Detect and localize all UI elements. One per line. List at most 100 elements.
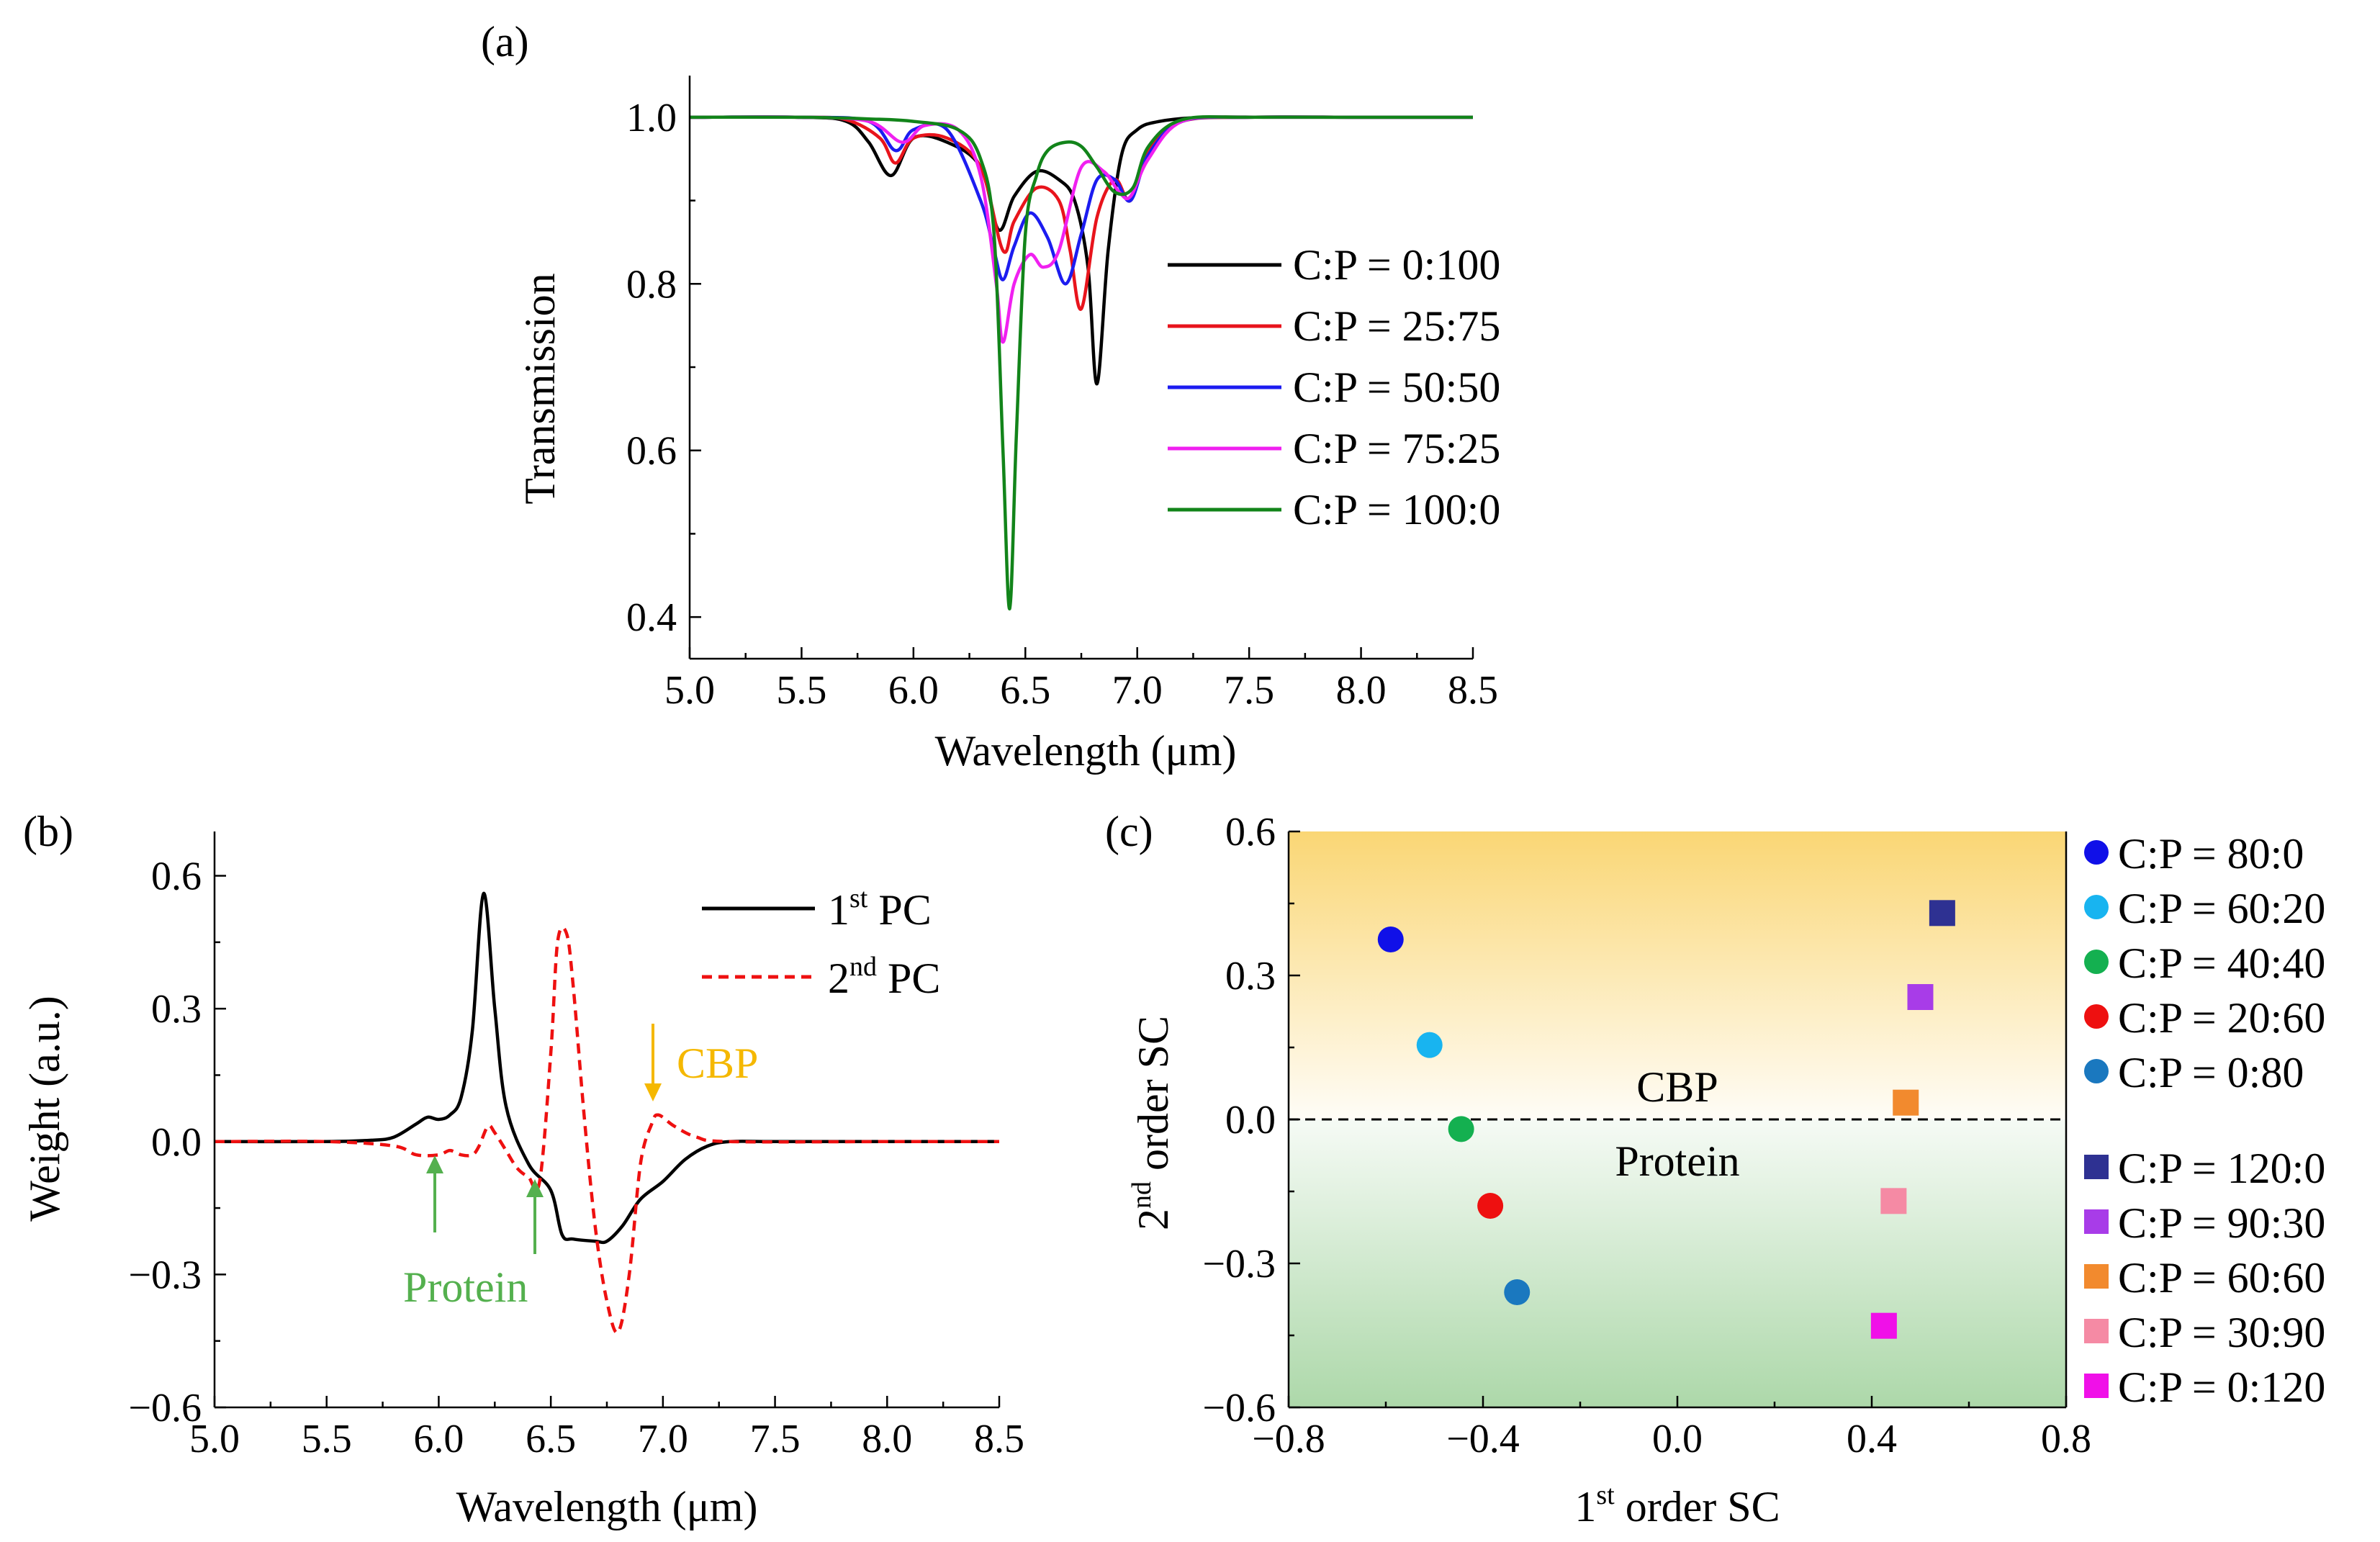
y-tick-label: 0.3 <box>1225 954 1276 998</box>
x-tick-label: 8.0 <box>1336 668 1387 713</box>
cbp-annotation: CBP <box>644 1024 758 1101</box>
y-tick-label: 1.0 <box>626 96 677 140</box>
scatter-point <box>1448 1116 1474 1142</box>
x-tick-label: −0.4 <box>1446 1417 1520 1461</box>
legend-marker <box>2084 1264 2109 1289</box>
scatter-point <box>1477 1193 1504 1219</box>
panel-b-ylabel: Weight (a.u.) <box>21 996 68 1221</box>
protein-label: Protein <box>403 1263 528 1311</box>
x-tick-label: 7.0 <box>638 1417 688 1461</box>
y-tick-label: −0.3 <box>1202 1242 1276 1286</box>
protein-region <box>1289 1119 2066 1407</box>
y-tick-label: 0.6 <box>1225 810 1276 855</box>
cbp-region <box>1289 831 2066 1119</box>
legend-label: C:P = 25:75 <box>1293 302 1500 350</box>
legend-marker <box>2084 895 2109 919</box>
x-tick-label: 5.5 <box>302 1417 352 1461</box>
scatter-point <box>1416 1032 1443 1058</box>
pc-line-1 <box>215 891 999 1245</box>
cbp-label: CBP <box>677 1040 758 1087</box>
y-tick-label: −0.6 <box>1202 1386 1276 1430</box>
legend-label: C:P = 30:90 <box>2118 1309 2325 1356</box>
x-tick-label: 6.0 <box>888 668 939 713</box>
legend-label: C:P = 120:0 <box>2118 1145 2325 1192</box>
panel-a-ylabel: Transmission <box>516 273 564 504</box>
scatter-point <box>1377 926 1404 952</box>
legend-marker <box>2084 1319 2109 1343</box>
y-tick-label: 0.3 <box>151 987 202 1032</box>
y-tick-label: 0.6 <box>151 855 202 899</box>
y-tick-label: −0.6 <box>128 1386 202 1430</box>
legend-marker <box>2084 1155 2109 1179</box>
legend-marker <box>2084 1374 2109 1398</box>
panel-b: (b) Weight (a.u.) Wavelength (μm) 5.0 5.5… <box>21 808 1024 1530</box>
scatter-point <box>1870 1312 1897 1339</box>
legend-label: C:P = 20:60 <box>2118 994 2325 1042</box>
scatter-point <box>1907 984 1934 1010</box>
legend-label: C:P = 0:80 <box>2118 1049 2304 1096</box>
scatter-point <box>1929 900 1955 926</box>
scatter-point <box>1880 1188 1907 1214</box>
y-tick-label: 0.0 <box>151 1120 202 1165</box>
panel-b-legend: 1st PC 2nd PC <box>702 883 940 1002</box>
x-tick-label: 6.5 <box>1000 668 1050 713</box>
legend-label: 2nd PC <box>828 952 940 1002</box>
x-tick-label: 0.0 <box>1652 1417 1703 1461</box>
x-tick-label: 8.5 <box>1448 668 1498 713</box>
x-tick-label: 5.0 <box>189 1417 240 1461</box>
pc-line-2 <box>215 926 999 1335</box>
y-tick-label: 0.6 <box>626 429 677 474</box>
legend-label: C:P = 80:0 <box>2118 830 2304 878</box>
scatter-point <box>1893 1089 1919 1116</box>
legend-label: C:P = 0:100 <box>1293 241 1500 289</box>
panel-b-label: (b) <box>23 808 73 855</box>
legend-marker <box>2084 840 2109 865</box>
x-tick-label: −0.8 <box>1252 1417 1325 1461</box>
x-tick-label: 7.5 <box>750 1417 801 1461</box>
x-tick-label: 7.5 <box>1224 668 1274 713</box>
panel-c-label: (c) <box>1105 808 1153 855</box>
x-tick-label: 7.0 <box>1112 668 1163 713</box>
panel-a-xlabel: Wavelength (μm) <box>935 727 1237 775</box>
legend-label: C:P = 50:50 <box>1293 364 1500 411</box>
legend-marker <box>2084 950 2109 974</box>
x-tick-label: 8.0 <box>862 1417 912 1461</box>
legend-label: C:P = 60:20 <box>2118 885 2325 932</box>
protein-region-label: Protein <box>1615 1137 1739 1185</box>
panel-c: (c) CBP Protein −0.8 −0.4 0.0 0.4 0.8 −0.6 −0.… <box>1105 808 2325 1530</box>
protein-arrow-2-head <box>526 1179 544 1197</box>
legend-label: 1st PC <box>828 883 932 934</box>
x-tick-label: 8.5 <box>974 1417 1024 1461</box>
panel-c-xlabel: 1st order SC <box>1574 1480 1780 1530</box>
protein-arrow-1-head <box>426 1155 443 1173</box>
protein-annotation: Protein <box>403 1155 544 1311</box>
cbp-arrow-head <box>644 1083 662 1101</box>
cbp-region-label: CBP <box>1636 1063 1718 1111</box>
legend-label: C:P = 75:25 <box>1293 425 1500 472</box>
legend-label: C:P = 90:30 <box>2118 1199 2325 1247</box>
legend-label: C:P = 40:40 <box>2118 939 2325 987</box>
y-tick-label: 0.4 <box>626 595 677 640</box>
y-tick-label: 0.8 <box>626 262 677 307</box>
y-tick-label: 0.0 <box>1225 1098 1276 1142</box>
legend-marker <box>2084 1059 2109 1083</box>
legend-label: C:P = 0:120 <box>2118 1363 2325 1411</box>
transmission-line-4 <box>689 115 1473 610</box>
legend-label: C:P = 60:60 <box>2118 1254 2325 1302</box>
x-tick-label: 5.0 <box>664 668 715 713</box>
panel-c-ylabel: 2nd order SC <box>1127 1016 1177 1230</box>
x-tick-label: 6.5 <box>526 1417 576 1461</box>
panel-b-xlabel: Wavelength (μm) <box>456 1483 758 1530</box>
x-tick-label: 0.4 <box>1847 1417 1897 1461</box>
y-tick-label: −0.3 <box>128 1253 202 1297</box>
legend-label: C:P = 100:0 <box>1293 486 1500 533</box>
x-tick-label: 5.5 <box>776 668 826 713</box>
panel-a: (a) Transmission Wavelength (μm) 5.0 5.5 6… <box>481 18 1500 775</box>
x-tick-label: 0.8 <box>2041 1417 2091 1461</box>
panel-c-legend: C:P = 80:0 C:P = 60:20 C:P = 40:40 C:P = 20… <box>2084 830 2325 1411</box>
x-tick-label: 6.0 <box>413 1417 464 1461</box>
panel-a-label: (a) <box>481 18 529 66</box>
legend-marker <box>2084 1209 2109 1234</box>
legend-marker <box>2084 1004 2109 1029</box>
